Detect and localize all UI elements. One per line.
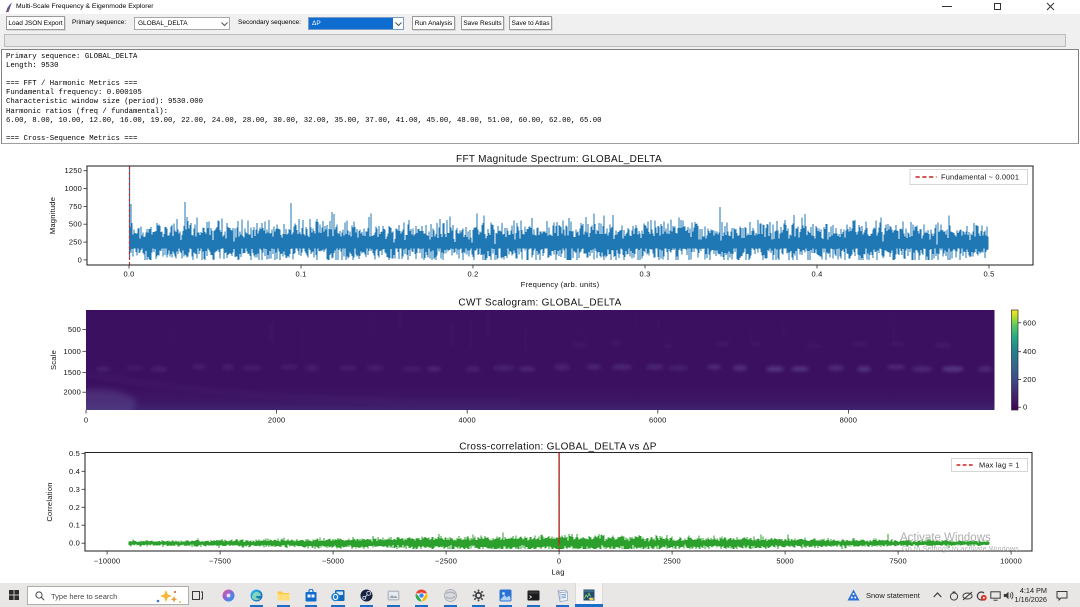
svg-text:0: 0 <box>1023 403 1027 412</box>
svg-text:FFT Magnitude Spectrum: GLOBAL: FFT Magnitude Spectrum: GLOBAL_DELTA <box>456 154 662 165</box>
svg-text:Frequency (arb. units): Frequency (arb. units) <box>521 280 600 289</box>
svg-text:0.1: 0.1 <box>69 521 80 530</box>
svg-text:CWT Scalogram: GLOBAL_DELTA: CWT Scalogram: GLOBAL_DELTA <box>458 298 621 309</box>
svg-text:200: 200 <box>1023 375 1036 384</box>
svg-text:7500: 7500 <box>889 557 907 566</box>
svg-text:Correlation: Correlation <box>45 482 54 521</box>
svg-text:0: 0 <box>78 255 82 264</box>
svg-text:Fundamental ~ 0.0001: Fundamental ~ 0.0001 <box>941 173 1019 182</box>
svg-text:Cross-correlation: GLOBAL_DELT: Cross-correlation: GLOBAL_DELTA vs ΔP <box>459 442 657 453</box>
svg-text:0.2: 0.2 <box>69 503 80 512</box>
svg-text:0.5: 0.5 <box>983 270 994 279</box>
svg-text:−10000: −10000 <box>94 557 120 566</box>
svg-text:−5000: −5000 <box>322 557 344 566</box>
svg-text:0.0: 0.0 <box>69 539 80 548</box>
svg-text:0.0: 0.0 <box>123 270 134 279</box>
svg-text:750: 750 <box>69 202 82 211</box>
svg-text:0.2: 0.2 <box>467 270 478 279</box>
svg-text:Lag: Lag <box>551 568 564 577</box>
svg-text:0.4: 0.4 <box>69 467 80 476</box>
svg-text:400: 400 <box>1023 347 1036 356</box>
svg-text:2000: 2000 <box>268 416 286 425</box>
svg-text:0: 0 <box>557 557 561 566</box>
svg-text:1250: 1250 <box>65 166 83 175</box>
svg-text:500: 500 <box>68 325 81 334</box>
svg-text:0.1: 0.1 <box>295 270 306 279</box>
svg-text:Max lag = 1: Max lag = 1 <box>979 461 1020 470</box>
svg-text:1500: 1500 <box>64 368 82 377</box>
svg-text:250: 250 <box>69 238 82 247</box>
svg-text:Go to Settings to activate Win: Go to Settings to activate Windows. <box>902 546 1021 553</box>
svg-text:Magnitude: Magnitude <box>48 197 57 234</box>
svg-text:1000: 1000 <box>64 347 82 356</box>
svg-text:4000: 4000 <box>458 416 476 425</box>
svg-text:600: 600 <box>1023 318 1036 327</box>
svg-text:500: 500 <box>69 220 82 229</box>
svg-text:−2500: −2500 <box>435 557 457 566</box>
svg-text:Scale: Scale <box>49 350 58 370</box>
svg-text:5000: 5000 <box>776 557 794 566</box>
svg-text:0.4: 0.4 <box>811 270 822 279</box>
svg-text:2000: 2000 <box>64 388 82 397</box>
svg-text:0.5: 0.5 <box>69 449 80 458</box>
svg-text:1000: 1000 <box>65 184 83 193</box>
svg-text:6000: 6000 <box>649 416 667 425</box>
svg-text:10000: 10000 <box>1000 557 1022 566</box>
svg-text:0.3: 0.3 <box>639 270 650 279</box>
svg-text:2500: 2500 <box>663 557 681 566</box>
svg-text:0: 0 <box>84 416 88 425</box>
svg-text:8000: 8000 <box>840 416 858 425</box>
svg-text:0.3: 0.3 <box>69 485 80 494</box>
svg-text:−7500: −7500 <box>209 557 231 566</box>
